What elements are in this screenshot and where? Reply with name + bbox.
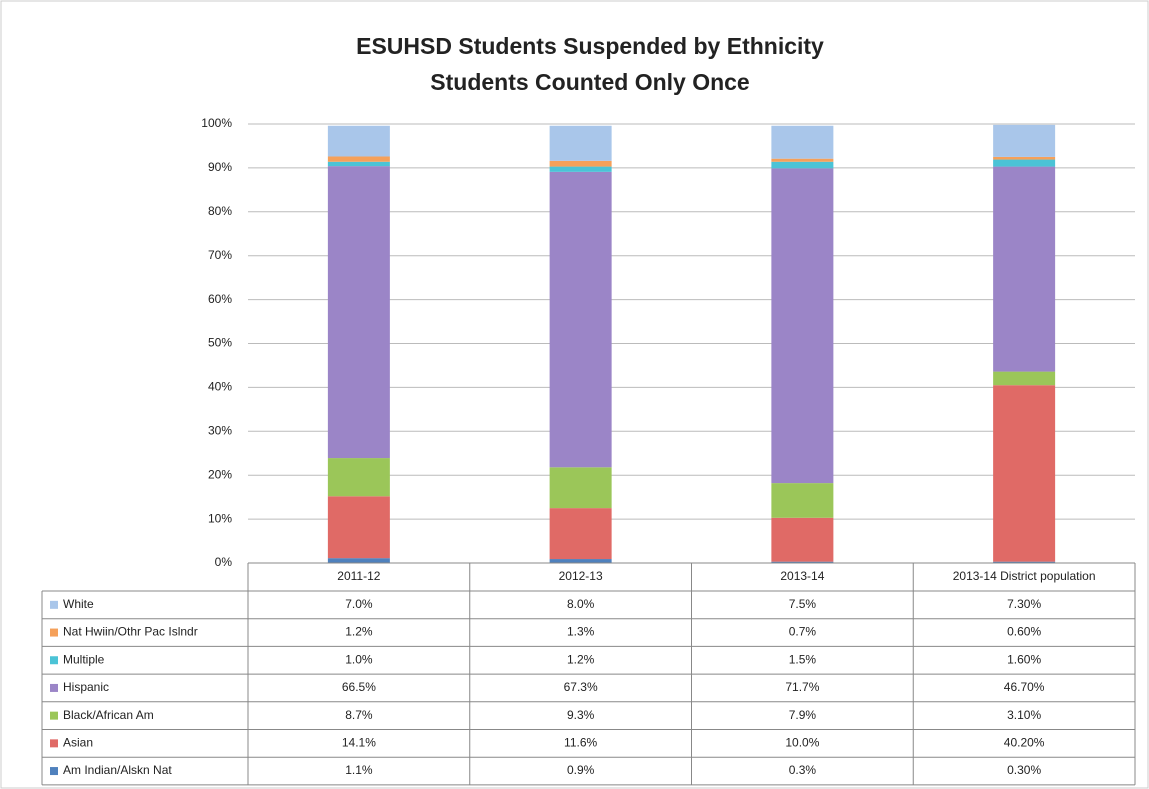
table-cell: 14.1% [342, 736, 376, 750]
y-tick-label: 0% [215, 555, 233, 569]
table-cell: 40.20% [1004, 736, 1045, 750]
legend-swatch [50, 656, 58, 665]
legend-label: Nat Hwiin/Othr Pac Islndr [63, 625, 198, 639]
bar-segment [327, 496, 390, 559]
y-tick-label: 10% [208, 511, 232, 525]
table-cell: 8.7% [345, 708, 373, 722]
table-cell: 1.1% [345, 763, 373, 777]
table-cell: 1.5% [789, 652, 817, 666]
table-cell: 46.70% [1004, 680, 1045, 694]
bar-segment [549, 467, 612, 509]
y-tick-label: 20% [208, 467, 232, 481]
legend-swatch [50, 767, 58, 776]
y-tick-label: 70% [208, 248, 232, 262]
bar-segment [549, 508, 612, 560]
bar-segment [771, 158, 834, 162]
column-header: 2012-13 [559, 569, 603, 583]
table-cell: 3.10% [1007, 708, 1041, 722]
bar-segment [549, 125, 612, 161]
legend-label: White [63, 597, 94, 611]
bar-segment [549, 160, 612, 167]
table-cell: 71.7% [785, 680, 819, 694]
table-cell: 0.30% [1007, 763, 1041, 777]
legend-swatch [50, 683, 58, 692]
bar-segment [327, 558, 390, 563]
legend-swatch [50, 711, 58, 720]
bar-segment [549, 166, 612, 172]
bar-segment [327, 125, 390, 157]
bar-segment [327, 156, 390, 162]
table-cell: 1.60% [1007, 652, 1041, 666]
bar-segment [993, 156, 1056, 160]
y-tick-label: 60% [208, 292, 232, 306]
legend-swatch [50, 628, 58, 637]
bar-segment [993, 371, 1056, 386]
bar-segment [327, 166, 390, 459]
table-cell: 67.3% [564, 680, 598, 694]
y-tick-label: 30% [208, 423, 232, 437]
bar-segment [771, 125, 834, 159]
table-cell: 7.5% [789, 597, 817, 611]
table-cell: 0.60% [1007, 625, 1041, 639]
table-cell: 7.30% [1007, 597, 1041, 611]
bar-segment [771, 517, 834, 562]
chart-subtitle: Students Counted Only Once [430, 69, 749, 95]
bar-segment [549, 171, 612, 468]
table-cell: 11.6% [564, 736, 597, 750]
legend-label: Asian [63, 736, 93, 750]
legend-label: Am Indian/Alskn Nat [63, 763, 172, 777]
bar-segment [993, 385, 1056, 562]
table-cell: 0.7% [789, 625, 817, 639]
y-tick-label: 80% [208, 204, 232, 218]
table-cell: 66.5% [342, 680, 376, 694]
table-cell: 9.3% [567, 708, 595, 722]
y-tick-label: 50% [208, 336, 232, 350]
y-tick-label: 40% [208, 380, 232, 394]
table-cell: 8.0% [567, 597, 595, 611]
bar-segment [993, 124, 1056, 157]
bar-segment [771, 483, 834, 518]
bar-segment [327, 161, 390, 167]
bar-segment [549, 559, 612, 563]
bar-segment [993, 561, 1056, 563]
legend-label: Hispanic [63, 680, 109, 694]
table-cell: 1.2% [567, 652, 595, 666]
legend-swatch [50, 600, 58, 609]
table-cell: 1.2% [345, 625, 373, 639]
column-header: 2013-14 [780, 569, 824, 583]
table-cell: 1.0% [345, 652, 373, 666]
y-tick-label: 90% [208, 160, 232, 174]
bar-segment [993, 159, 1056, 167]
bar-segment [327, 458, 390, 497]
legend-swatch [50, 739, 58, 748]
table-cell: 0.3% [789, 763, 817, 777]
table-cell: 7.0% [345, 597, 373, 611]
y-tick-label: 100% [201, 116, 232, 130]
bar-segment [771, 168, 834, 484]
table-cell: 0.9% [567, 763, 595, 777]
column-header: 2011-12 [337, 569, 380, 583]
legend-label: Multiple [63, 652, 105, 666]
column-header: 2013-14 District population [953, 569, 1096, 583]
bar-segment [771, 561, 834, 563]
table-cell: 7.9% [789, 708, 817, 722]
legend-label: Black/African Am [63, 708, 154, 722]
bar-segment [771, 161, 834, 169]
chart-title: ESUHSD Students Suspended by Ethnicity [356, 33, 824, 59]
table-cell: 10.0% [785, 736, 819, 750]
bar-segment [993, 166, 1056, 372]
table-cell: 1.3% [567, 625, 595, 639]
